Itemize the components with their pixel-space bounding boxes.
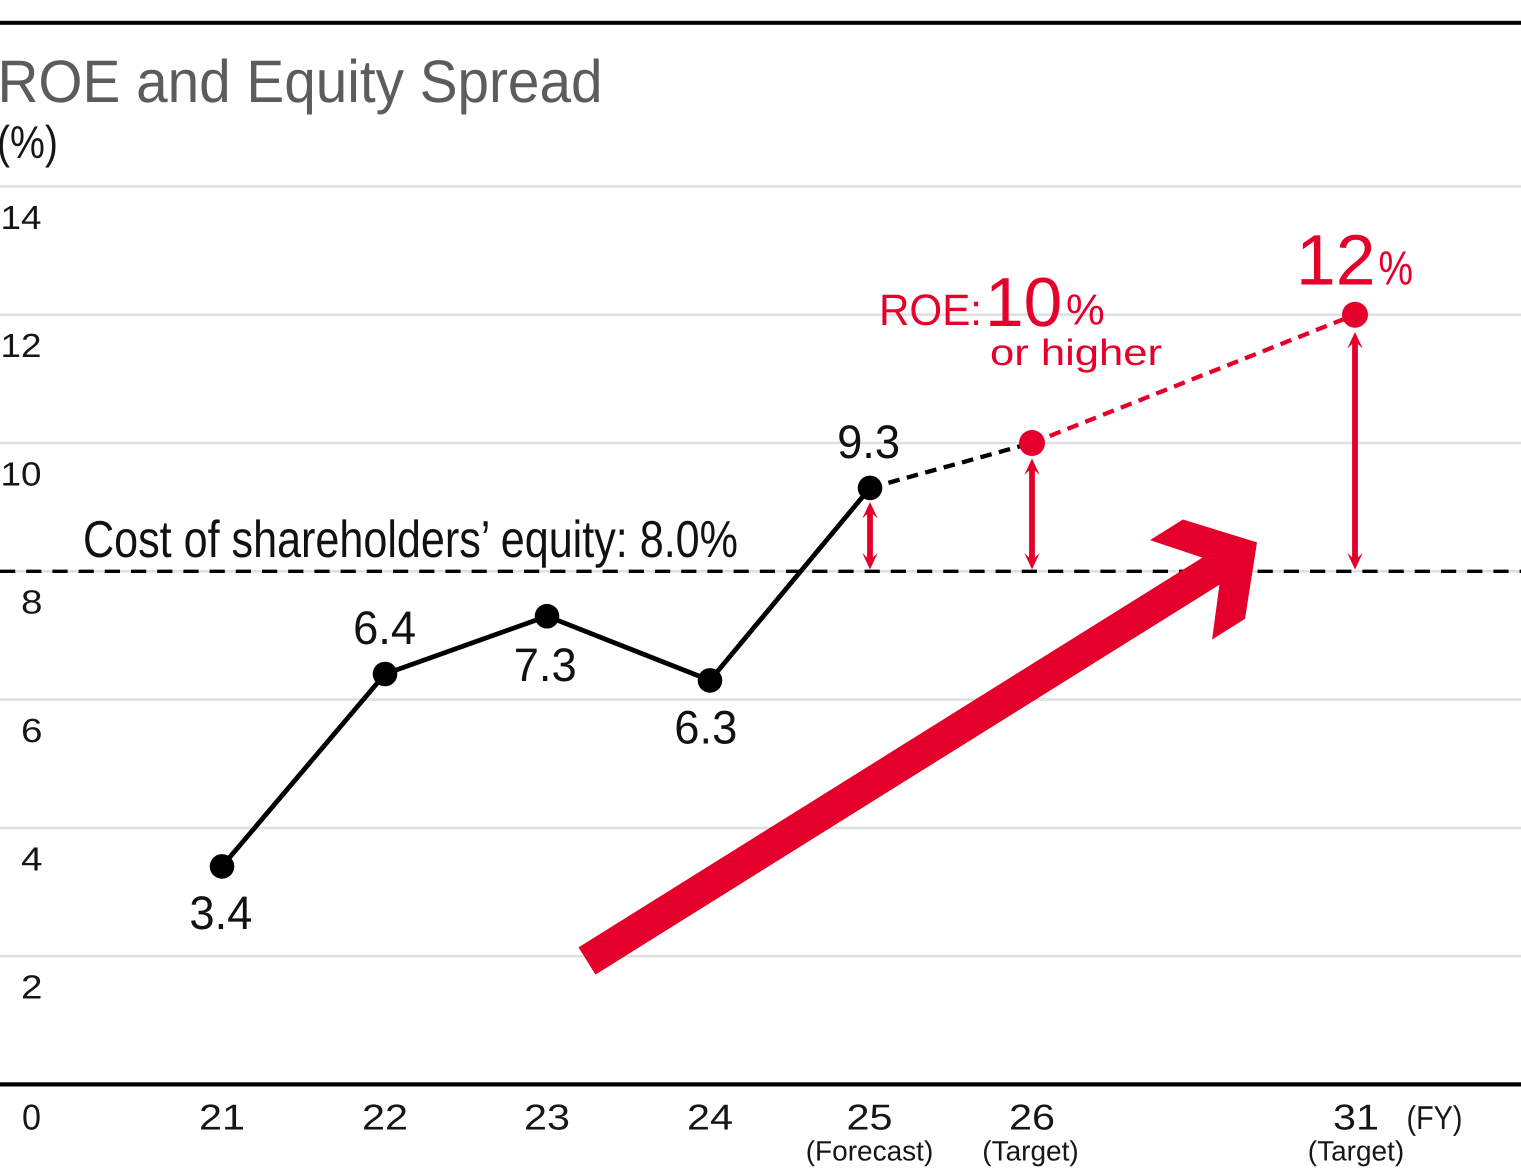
svg-text:9.3: 9.3	[837, 415, 900, 468]
svg-text:2: 2	[21, 970, 43, 1007]
svg-text:7.3: 7.3	[514, 638, 577, 691]
svg-text:3.4: 3.4	[189, 886, 252, 939]
svg-text:ROE and Equity Spread: ROE and Equity Spread	[0, 48, 603, 115]
svg-text:(Forecast): (Forecast)	[806, 1136, 934, 1167]
svg-text:6.3: 6.3	[674, 701, 737, 754]
svg-text:0: 0	[22, 1097, 41, 1138]
svg-text:10: 10	[985, 263, 1062, 341]
svg-text:Cost of shareholders’ equity:: Cost of shareholders’ equity: 8.0%	[83, 511, 738, 569]
svg-text:(Target): (Target)	[982, 1136, 1078, 1167]
svg-text:6: 6	[21, 713, 43, 750]
svg-text:6.4: 6.4	[353, 601, 416, 654]
svg-text:8: 8	[21, 585, 43, 622]
svg-text:(Target): (Target)	[1308, 1136, 1404, 1167]
svg-text:21: 21	[199, 1097, 245, 1138]
svg-text:14: 14	[1, 200, 42, 237]
svg-text:25: 25	[847, 1097, 893, 1138]
svg-text:(%): (%)	[0, 116, 58, 168]
svg-text:4: 4	[21, 841, 43, 878]
svg-text:10: 10	[1, 456, 42, 493]
svg-text:12: 12	[1296, 221, 1376, 301]
svg-text:ROE:: ROE:	[879, 286, 982, 335]
svg-text:12: 12	[1, 328, 42, 365]
svg-text:24: 24	[687, 1097, 733, 1138]
svg-text:%: %	[1379, 243, 1414, 296]
svg-text:or higher: or higher	[990, 332, 1162, 373]
svg-text:26: 26	[1009, 1097, 1055, 1138]
svg-text:(FY): (FY)	[1407, 1099, 1463, 1136]
svg-text:23: 23	[524, 1097, 570, 1138]
svg-text:31: 31	[1333, 1097, 1379, 1138]
svg-text:22: 22	[362, 1097, 408, 1138]
svg-text:%: %	[1066, 287, 1105, 335]
